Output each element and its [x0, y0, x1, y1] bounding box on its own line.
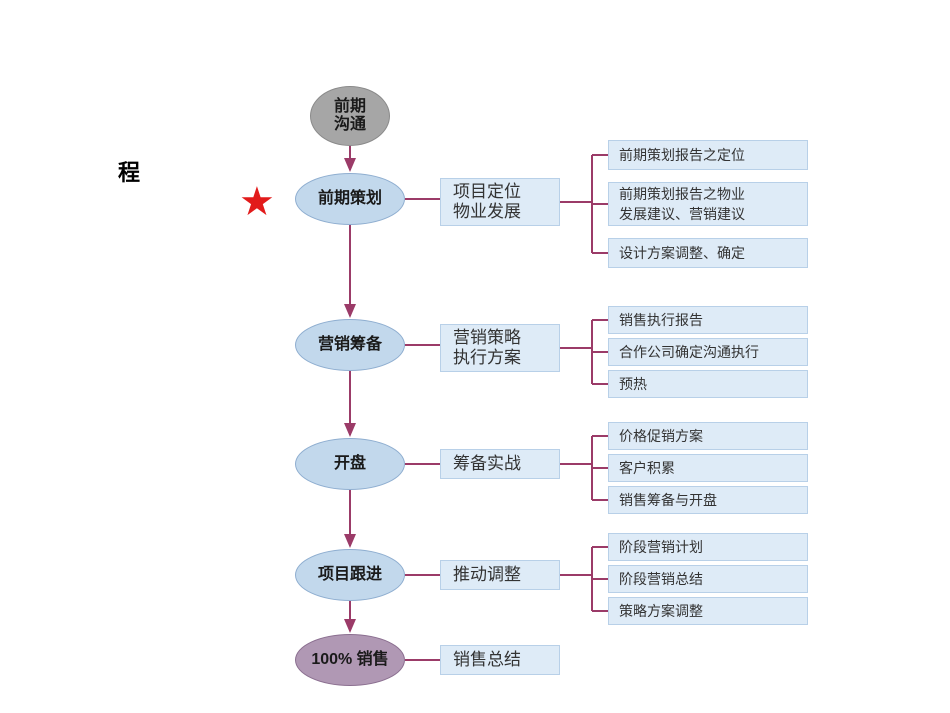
- sub-box: 前期策划报告之物业发展建议、营销建议: [608, 182, 808, 226]
- side-box-b2: 营销策略执行方案: [440, 324, 560, 372]
- sub-box-label: 预热: [619, 374, 647, 394]
- flow-node-label: 开盘: [334, 455, 366, 473]
- flow-node-n5: 100% 销售: [295, 634, 405, 686]
- sub-box-label: 设计方案调整、确定: [619, 243, 745, 263]
- flow-node-label: 前期策划: [318, 190, 382, 208]
- sub-box: 客户积累: [608, 454, 808, 482]
- flow-node-n2: 营销筹备: [295, 319, 405, 371]
- flow-node-n0: 前期沟通: [310, 86, 390, 146]
- sub-box: 设计方案调整、确定: [608, 238, 808, 268]
- flow-node-n4: 项目跟进: [295, 549, 405, 601]
- flow-node-label: 项目跟进: [318, 566, 382, 584]
- side-box-label: 推动调整: [453, 565, 521, 585]
- star-icon: ★: [239, 182, 275, 222]
- sub-box: 销售筹备与开盘: [608, 486, 808, 514]
- sub-box: 预热: [608, 370, 808, 398]
- sub-box: 合作公司确定沟通执行: [608, 338, 808, 366]
- flow-node-n1: 前期策划: [295, 173, 405, 225]
- sub-box-label: 策略方案调整: [619, 601, 703, 621]
- sub-box: 价格促销方案: [608, 422, 808, 450]
- side-box-label: 销售总结: [453, 650, 521, 670]
- side-box-b3: 筹备实战: [440, 449, 560, 479]
- side-box-b5: 销售总结: [440, 645, 560, 675]
- sub-box-label: 销售执行报告: [619, 310, 703, 330]
- sub-box-label: 价格促销方案: [619, 426, 703, 446]
- flowchart-canvas: 程 ★ 前期沟通前期策划营销筹备开盘项目跟进 100% 销售 项目定位物业发展营销…: [0, 0, 950, 713]
- side-box-b1: 项目定位物业发展: [440, 178, 560, 226]
- side-box-b4: 推动调整: [440, 560, 560, 590]
- sub-box-label: 阶段营销计划: [619, 537, 703, 557]
- side-box-label: 项目定位物业发展: [453, 182, 521, 223]
- side-box-label: 营销策略执行方案: [453, 328, 521, 369]
- flow-node-n3: 开盘: [295, 438, 405, 490]
- sub-box-label: 阶段营销总结: [619, 569, 703, 589]
- sub-box: 阶段营销计划: [608, 533, 808, 561]
- sub-box: 策略方案调整: [608, 597, 808, 625]
- side-title: 程: [118, 155, 140, 187]
- sub-box-label: 客户积累: [619, 458, 675, 478]
- sub-box-label: 销售筹备与开盘: [619, 490, 717, 510]
- sub-box-label: 前期策划报告之定位: [619, 145, 745, 165]
- flow-node-label: 100% 销售: [311, 651, 388, 669]
- sub-box: 阶段营销总结: [608, 565, 808, 593]
- flow-node-label: 前期沟通: [334, 98, 366, 135]
- sub-box-label: 前期策划报告之物业发展建议、营销建议: [619, 184, 745, 224]
- flow-node-label: 营销筹备: [318, 336, 382, 354]
- sub-box: 前期策划报告之定位: [608, 140, 808, 170]
- side-box-label: 筹备实战: [453, 454, 521, 474]
- sub-box: 销售执行报告: [608, 306, 808, 334]
- sub-box-label: 合作公司确定沟通执行: [619, 342, 759, 362]
